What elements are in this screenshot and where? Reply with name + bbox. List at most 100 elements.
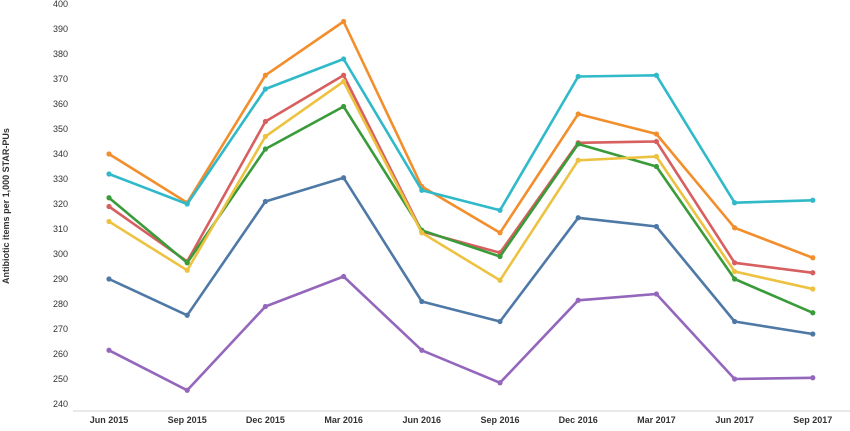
data-point [732,376,738,382]
x-tick-label: Jun 2017 [715,415,754,425]
series-6 [106,175,816,337]
x-tick-label: Mar 2017 [637,415,676,425]
data-point [341,103,347,110]
data-point [732,268,738,275]
y-tick-label: 270 [53,324,68,334]
data-point [184,267,190,273]
y-tick-label: 370 [53,74,68,84]
data-point [653,138,660,145]
y-tick-label: 380 [53,49,68,59]
data-point [262,118,268,125]
data-point [575,157,581,163]
data-point [575,73,581,80]
data-point [341,78,347,85]
data-point [341,175,347,181]
data-point [262,303,268,310]
data-point [106,347,112,353]
data-point [653,223,660,230]
y-axis: 240 250 260 270 280 290 300 310 320 330 340 350 360 3… [53,0,68,409]
data-point [732,276,738,282]
data-point [184,201,190,207]
series-line [108,80,814,291]
x-tick-label: Sep 2016 [480,415,519,425]
data-point [810,331,816,337]
series-2 [106,56,816,213]
y-tick-label: 240 [53,399,68,409]
series-line [108,57,813,212]
data-point [184,312,190,318]
data-point [653,131,660,137]
data-point [262,133,268,140]
data-point [262,198,268,205]
y-tick-label: 340 [53,149,68,159]
y-tick-label: 330 [53,174,68,184]
x-tick-label: Dec 2016 [559,415,598,425]
data-point [810,375,816,381]
data-point [497,277,503,283]
series-line [108,20,814,260]
series-line [108,176,814,336]
y-tick-label: 280 [53,299,68,309]
data-point [341,56,347,62]
series-5 [106,78,816,292]
data-point [184,387,190,393]
series-7 [106,273,816,393]
data-point [497,230,503,236]
data-point [653,153,660,160]
data-point [419,230,425,236]
data-point [497,380,503,386]
data-point [810,270,816,276]
x-tick-label: Jun 2015 [90,415,129,425]
x-tick-label: Sep 2015 [168,415,207,425]
data-point [732,225,738,231]
data-point [341,18,347,25]
data-point [575,297,581,303]
data-point [653,163,660,170]
series-group [106,18,816,393]
data-point [106,151,112,157]
data-point [810,310,816,316]
data-point [497,318,503,325]
y-tick-label: 350 [53,124,68,134]
data-point [341,72,347,78]
data-point [106,276,112,282]
series-line [108,275,813,392]
data-point [262,72,268,78]
data-point [575,141,581,147]
y-axis-label: Antibiotic items per 1,000 STAR-PUs [1,128,11,284]
data-point [732,260,738,266]
data-point [419,347,425,353]
x-tick-label: Jun 2016 [403,415,442,425]
x-tick-label: Sep 2017 [793,415,832,425]
y-tick-label: 250 [53,374,68,384]
y-tick-label: 320 [53,199,68,209]
data-point [810,255,816,261]
data-point [732,200,738,206]
data-point [184,260,190,266]
data-point [106,171,112,177]
data-point [106,218,112,225]
x-axis: Jun 2015 Sep 2015 Dec 2015 Mar 2016 Jun 2016… [90,415,833,425]
y-tick-label: 390 [53,24,68,34]
data-point [732,318,738,325]
data-point [106,195,112,201]
x-tick-label: Mar 2016 [324,415,363,425]
data-point [497,253,503,260]
y-tick-label: 300 [53,249,68,259]
data-point [810,197,816,203]
data-point [106,203,112,210]
data-point [497,207,503,213]
data-point [341,273,347,280]
data-point [653,291,660,297]
y-tick-label: 260 [53,349,68,359]
data-point [262,146,268,152]
data-point [419,187,425,193]
data-point [575,215,581,221]
data-point [810,286,816,292]
y-tick-label: 360 [53,99,68,109]
data-point [575,111,581,117]
y-tick-label: 400 [53,0,68,9]
y-tick-label: 310 [53,224,68,234]
x-tick-label: Dec 2015 [246,415,285,425]
data-point [262,86,268,92]
